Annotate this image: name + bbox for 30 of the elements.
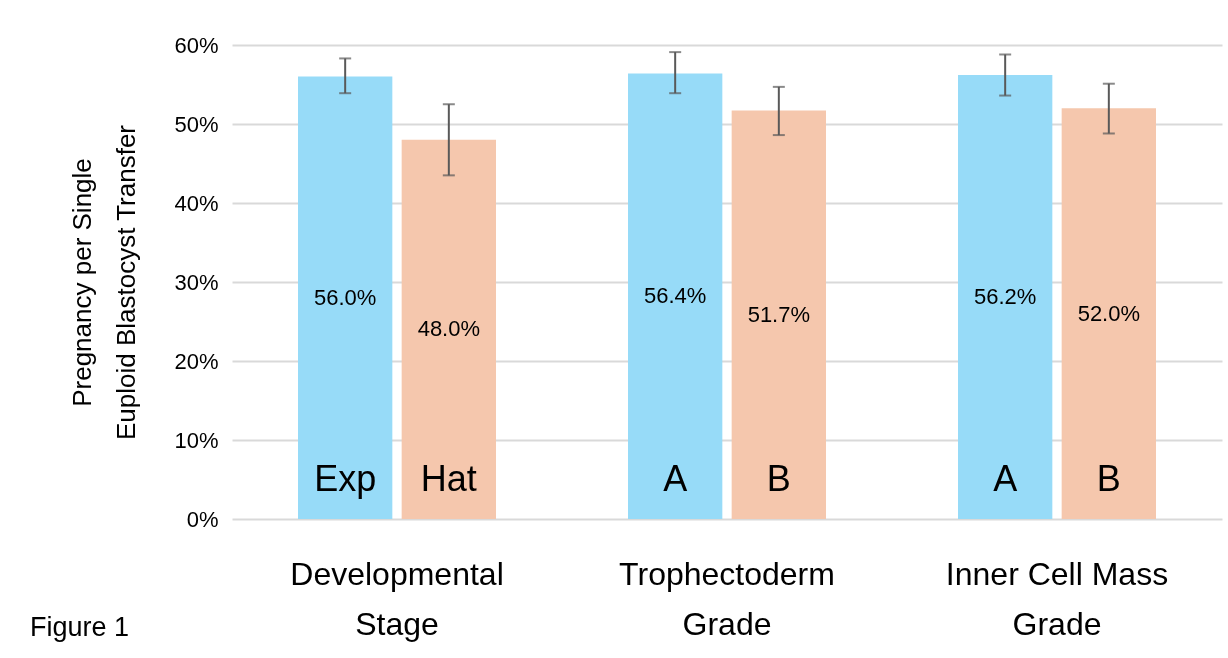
data-label: 56.2% — [973, 284, 1037, 310]
y-tick-label: 30% — [174, 269, 219, 295]
bar — [401, 139, 496, 519]
y-tick-label: 0% — [186, 506, 219, 532]
annotation: A — [993, 457, 1018, 499]
y-tick-label: 60% — [174, 32, 219, 58]
bar — [628, 73, 723, 519]
annotation: A — [663, 457, 688, 499]
annotation: B — [1096, 457, 1121, 499]
y-tick-label: 10% — [174, 427, 219, 453]
data-label: 51.7% — [747, 301, 811, 327]
annotation: Hat — [420, 457, 477, 499]
annotation: B — [766, 457, 791, 499]
y-tick-label: 40% — [174, 190, 219, 216]
bar — [731, 110, 826, 519]
annotation: Exp — [314, 457, 377, 499]
data-label: 52.0% — [1077, 300, 1141, 326]
bar — [298, 76, 393, 519]
data-label: 48.0% — [417, 316, 481, 342]
x-tick-label: Developmental Stage — [290, 555, 504, 642]
bar — [958, 75, 1053, 519]
bar — [1061, 108, 1156, 519]
y-axis-title: Pregnancy per Single Euploid Blastocyst Transfer — [66, 124, 141, 441]
y-tick-label: 20% — [174, 348, 219, 374]
data-label: 56.0% — [313, 284, 377, 310]
data-label: 56.4% — [643, 283, 707, 309]
caption: Figure 1 — [30, 612, 130, 643]
x-tick-label: Trophectoderm Grade — [619, 555, 835, 642]
x-tick-label: Inner Cell Mass Grade — [945, 555, 1169, 642]
y-tick-label: 50% — [174, 111, 219, 137]
